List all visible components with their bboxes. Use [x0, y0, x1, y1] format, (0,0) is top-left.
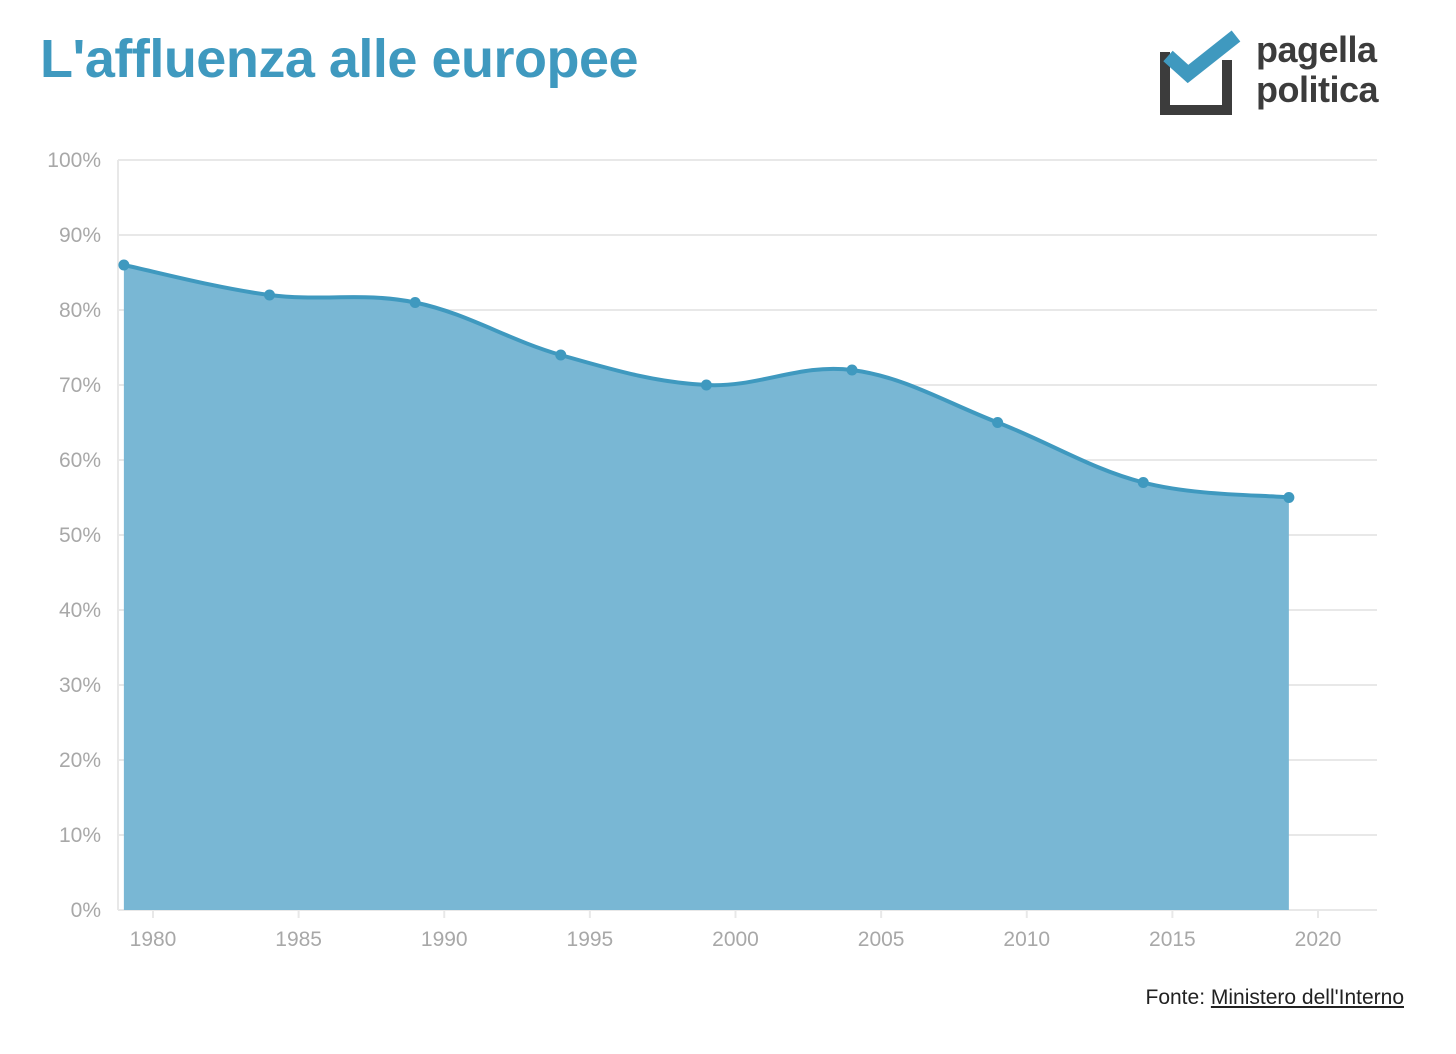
data-point-1984 [264, 289, 275, 301]
data-point-2009 [992, 417, 1004, 428]
y-tick-label: 80% [59, 299, 101, 322]
source-link[interactable]: Ministero dell'Interno [1210, 986, 1404, 1009]
x-tick-label: 1990 [421, 928, 468, 951]
x-tick-label: 2015 [1149, 928, 1196, 951]
y-tick-label: 100% [47, 149, 101, 172]
data-point-2019 [1283, 492, 1295, 503]
source-label: Fonte: [1145, 986, 1206, 1009]
logo-line-2: politica [1256, 69, 1379, 110]
y-tick-label: 50% [59, 524, 101, 547]
logo-line-1: pagella [1256, 29, 1377, 70]
x-tick-label: 1995 [567, 928, 614, 951]
axis-layer: 0% 10% 20% 30% 40% 50% 60% 70% 80% 90% 100% 1980 198… [47, 149, 1341, 951]
x-tick-label: 2005 [858, 928, 905, 951]
data-point-1979 [118, 259, 130, 271]
y-tick-label: 30% [59, 674, 101, 697]
area-layer [123, 263, 1290, 910]
point-layer [118, 259, 1295, 503]
checkbox-check-icon [1160, 30, 1241, 115]
y-tick-label: 20% [59, 749, 101, 772]
data-point-2014 [1137, 477, 1149, 488]
data-point-1994 [555, 349, 567, 361]
y-tick-label: 40% [59, 599, 101, 622]
y-tick-label: 90% [59, 224, 101, 247]
y-tick-label: 0% [71, 899, 101, 922]
x-tick-label: 2000 [712, 928, 759, 951]
data-point-1989 [409, 297, 421, 308]
area-fill [123, 265, 1289, 910]
y-tick-label: 70% [59, 374, 101, 397]
x-tick-label: 1985 [275, 928, 322, 951]
logo-text: pagella politica [1256, 29, 1379, 110]
chart-title: L'affluenza alle europee [40, 29, 639, 89]
source-note: Fonte: Ministero dell'Interno [1146, 986, 1405, 1010]
x-tick-label: 1980 [130, 928, 177, 951]
y-tick-label: 10% [59, 824, 101, 847]
pagella-politica-logo: pagella politica [1158, 30, 1408, 120]
y-tick-label: 60% [59, 449, 101, 472]
x-tick-label: 2010 [1003, 928, 1050, 951]
x-tick-label: 2020 [1295, 928, 1342, 951]
data-point-1999 [700, 379, 712, 391]
data-point-2004 [846, 364, 858, 376]
